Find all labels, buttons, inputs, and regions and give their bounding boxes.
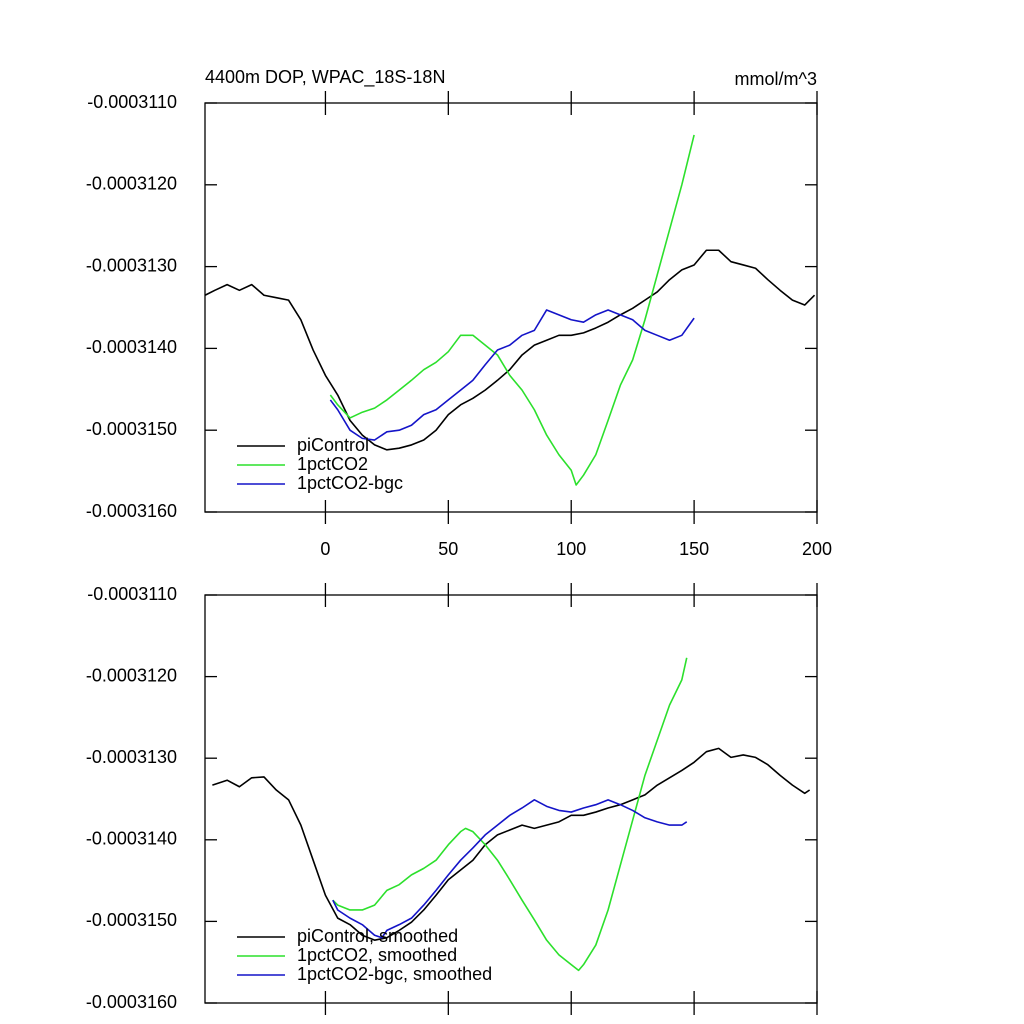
legend-label: 1pctCO2-bgc	[297, 473, 403, 493]
y-tick-label: -0.0003130	[86, 747, 177, 767]
x-tick-label: 150	[679, 539, 709, 559]
y-tick-label: -0.0003110	[87, 92, 177, 112]
y-tick-label: -0.0003130	[86, 255, 177, 275]
y-tick-label: -0.0003120	[86, 174, 177, 194]
y-tick-label: -0.0003140	[86, 337, 177, 357]
series-line	[329, 134, 695, 486]
series-line	[329, 309, 695, 441]
y-tick-label: -0.0003120	[86, 665, 177, 685]
legend-label: piControl, smoothed	[297, 926, 458, 946]
series-line	[332, 657, 688, 972]
y-tick-label: -0.0003140	[86, 829, 177, 849]
legend-label: piControl	[297, 435, 369, 455]
x-tick-label: 200	[802, 539, 832, 559]
legend-label: 1pctCO2, smoothed	[297, 945, 457, 965]
y-tick-label: -0.0003150	[86, 910, 177, 930]
legend-label: 1pctCO2	[297, 454, 368, 474]
x-tick-label: 100	[556, 539, 586, 559]
y-tick-label: -0.0003160	[86, 992, 177, 1012]
y-tick-label: -0.0003150	[86, 419, 177, 439]
plot-frame	[204, 102, 818, 513]
x-tick-label: 0	[320, 539, 330, 559]
x-tick-label: 50	[438, 539, 458, 559]
plot-frame	[204, 594, 818, 1004]
units-label: mmol/m^3	[735, 69, 817, 89]
series-line	[332, 799, 688, 939]
series-line	[204, 249, 816, 451]
y-tick-label: -0.0003160	[86, 501, 177, 521]
series-line	[212, 747, 811, 941]
chart-title: 4400m DOP, WPAC_18S-18N	[205, 67, 445, 88]
y-tick-label: -0.0003110	[87, 584, 177, 604]
legend-label: 1pctCO2-bgc, smoothed	[297, 964, 492, 984]
